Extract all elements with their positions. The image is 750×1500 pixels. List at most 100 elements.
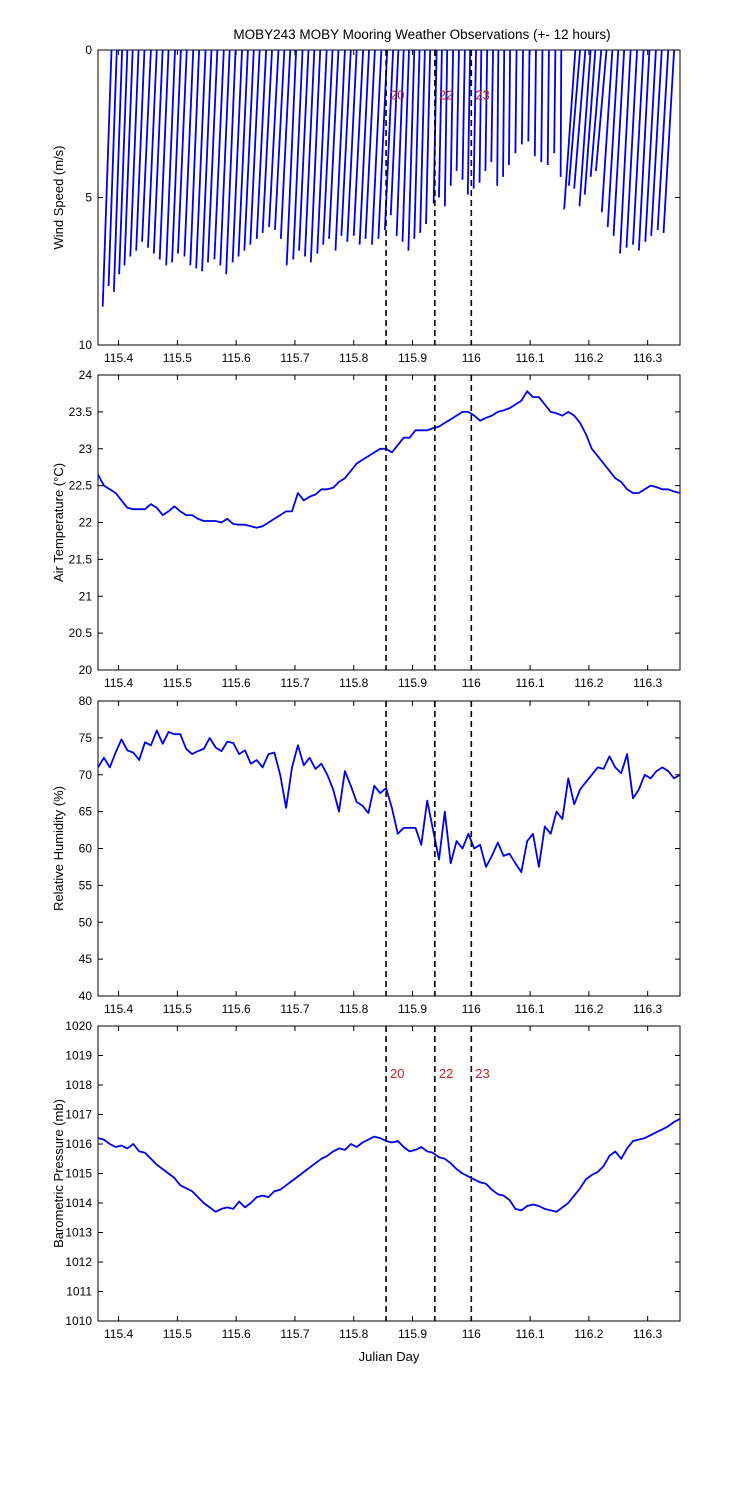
wind-stick: [274, 50, 286, 230]
wind-stick: [213, 50, 225, 260]
wind-stick: [207, 50, 219, 263]
air-temperature-y-tick-label: 23: [79, 442, 93, 456]
wind-stick: [563, 50, 577, 210]
air-temperature-y-tick-label: 22: [79, 516, 93, 530]
wind-stick: [328, 50, 340, 239]
wind-stick: [600, 50, 614, 213]
wind-stick: [612, 50, 626, 236]
wind-stick: [508, 50, 512, 166]
wind-stick: [165, 50, 176, 266]
relative-humidity-panel: 115.4 115.5 115.6 115.7 115.8 115.9 116 116.1 11…: [51, 694, 681, 1016]
wind-speed-panel: 115.4 115.5 115.6 115.7 115.8 115.9 116 116.1 11…: [51, 43, 681, 365]
wind-speed-y-tick-label: 0: [85, 43, 92, 57]
air-temperature-y-axis-label: Air Temperature (°C): [51, 463, 66, 582]
relative-humidity-y-tick-label: 75: [79, 731, 93, 745]
wind-stick: [135, 50, 146, 251]
wind-stick: [595, 50, 608, 172]
wind-stick: [129, 50, 140, 257]
relative-humidity-x-tick-label: 115.8: [339, 1002, 368, 1016]
barometric-pressure-y-tick-label: 1014: [65, 1196, 92, 1210]
relative-humidity-x-tick-label: 116: [462, 1002, 481, 1016]
relative-humidity-series-line: [98, 729, 680, 873]
wind-stick: [340, 50, 352, 236]
wind-stick: [478, 50, 483, 183]
wind-stick: [189, 50, 201, 266]
barometric-pressure-x-tick-label: 115.4: [104, 1327, 133, 1341]
wind-stick: [502, 50, 506, 177]
wind-speed-plot-frame: [97, 49, 681, 346]
barometric-pressure-x-tick-label: 115.5: [163, 1327, 192, 1341]
wind-stick: [316, 50, 328, 254]
wind-stick: [472, 50, 477, 189]
wind-speed-x-tick-label: 115.7: [280, 351, 309, 365]
wind-stick: [407, 50, 416, 251]
wind-stick: [304, 50, 316, 257]
wind-stick: [401, 50, 410, 242]
barometric-pressure-x-axis-label: Julian Day: [359, 1349, 420, 1364]
relative-humidity-x-tick-label: 115.4: [104, 1002, 133, 1016]
relative-humidity-x-tick-label: 115.5: [163, 1002, 192, 1016]
wind-stick: [662, 50, 676, 233]
wind-stick: [619, 50, 632, 254]
wind-stick: [177, 50, 188, 254]
wind-speed-x-tick-label: 115.6: [222, 351, 251, 365]
air-temperature-x-tick-label: 115.7: [280, 676, 309, 690]
barometric-pressure-y-tick-label: 1016: [65, 1137, 92, 1151]
wind-stick: [589, 50, 603, 177]
wind-stick: [395, 50, 405, 236]
barometric-pressure-y-tick-label: 1017: [65, 1108, 92, 1122]
barometric-pressure-x-tick-label: 116.2: [574, 1327, 603, 1341]
wind-stick: [413, 50, 421, 239]
relative-humidity-y-tick-label: 45: [79, 952, 93, 966]
relative-humidity-x-tick-label: 116.3: [633, 1002, 662, 1016]
wind-stick: [279, 50, 292, 239]
air-temperature-x-tick-label: 116: [462, 676, 481, 690]
wind-stick: [358, 50, 370, 245]
relative-humidity-y-tick-label: 50: [79, 915, 93, 929]
wind-speed-x-tick-label: 115.8: [339, 351, 368, 365]
wind-stick: [637, 50, 651, 251]
air-temperature-x-tick-label: 116.1: [516, 676, 545, 690]
barometric-pressure-y-tick-label: 1019: [65, 1049, 92, 1063]
wind-stick: [243, 50, 255, 251]
relative-humidity-x-tick-label: 115.6: [222, 1002, 251, 1016]
barometric-pressure-y-tick-label: 1010: [65, 1314, 92, 1328]
wind-stick: [322, 50, 334, 245]
relative-humidity-y-tick-label: 55: [79, 878, 93, 892]
wind-stick: [419, 50, 426, 233]
wind-stick: [455, 50, 460, 171]
wind-speed-x-tick-label: 116.3: [633, 351, 662, 365]
barometric-pressure-marker-label: 23: [475, 1066, 489, 1081]
relative-humidity-x-tick-label: 116.1: [516, 1002, 545, 1016]
air-temperature-x-tick-label: 115.9: [398, 676, 427, 690]
air-temperature-y-tick-label: 23.5: [69, 405, 93, 419]
relative-humidity-y-tick-label: 80: [79, 694, 93, 708]
wind-stick: [334, 50, 346, 251]
relative-humidity-data: [98, 729, 680, 873]
wind-stick: [625, 50, 638, 248]
wind-stick: [231, 50, 243, 263]
wind-stick: [268, 50, 280, 228]
wind-stick: [553, 50, 557, 154]
wind-stick: [107, 50, 118, 287]
air-temperature-x-tick-label: 115.5: [163, 676, 192, 690]
barometric-pressure-y-axis-label: Barometric Pressure (mb): [51, 1099, 66, 1248]
air-temperature-y-tick-label: 20: [79, 663, 93, 677]
wind-stick: [147, 50, 158, 248]
wind-stick: [466, 50, 472, 195]
wind-stick: [484, 50, 489, 171]
wind-stick: [578, 50, 592, 207]
air-temperature-series-line: [98, 390, 680, 529]
wind-speed-marker-label: 22: [439, 87, 453, 102]
barometric-pressure-x-tick-label: 115.9: [398, 1327, 427, 1341]
barometric-pressure-data: [98, 1118, 680, 1213]
air-temperature-x-tick-label: 115.8: [339, 676, 368, 690]
wind-stick: [249, 50, 261, 245]
wind-stick: [183, 50, 195, 257]
wind-stick: [650, 50, 663, 236]
air-temperature-y-tick-label: 20.5: [69, 626, 93, 640]
wind-stick: [261, 50, 273, 233]
barometric-pressure-x-tick-label: 115.8: [339, 1327, 368, 1341]
air-temperature-y-tick-label: 21.5: [69, 552, 93, 566]
wind-stick: [171, 50, 182, 263]
